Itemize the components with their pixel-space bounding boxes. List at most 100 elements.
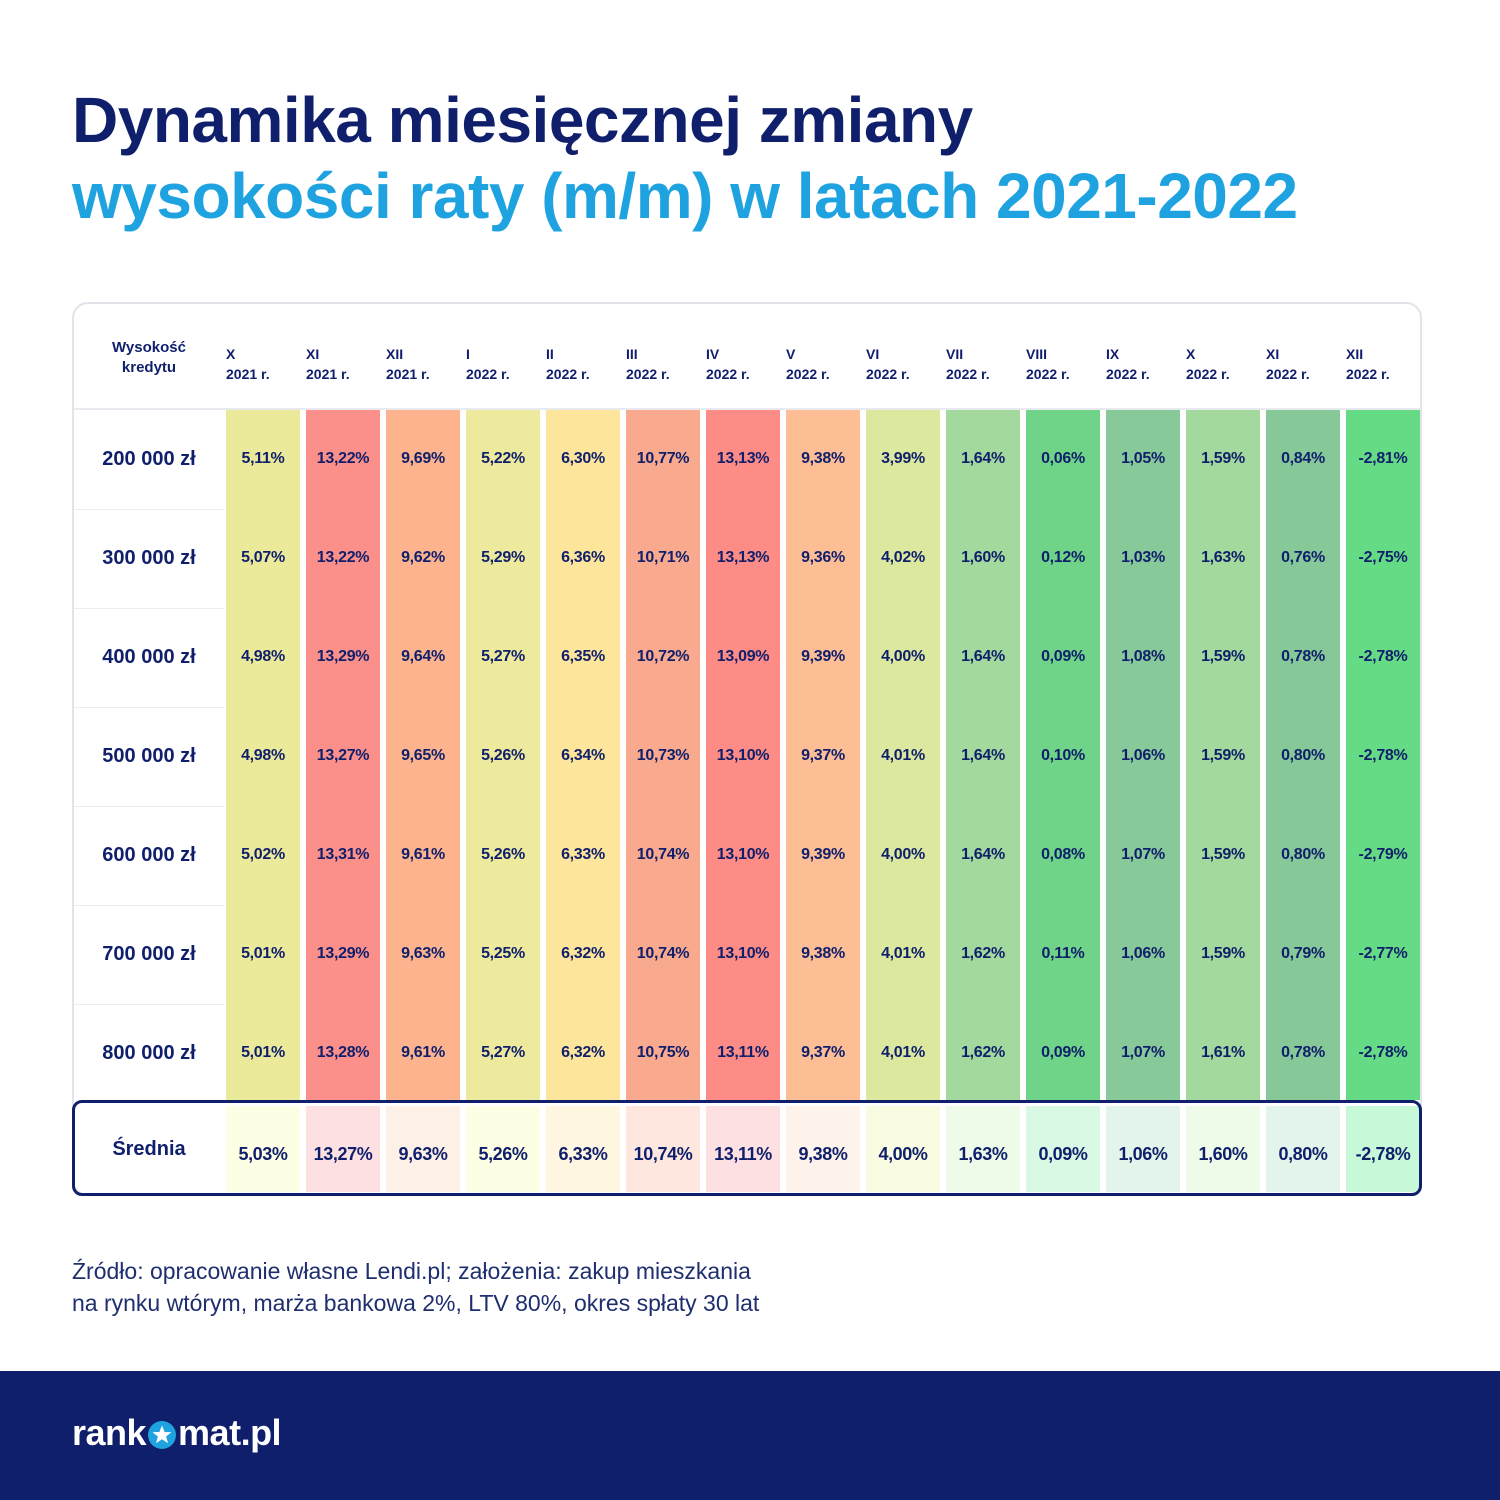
table-cell: 0,09% — [1041, 648, 1085, 665]
table-cell: 6,35% — [561, 648, 605, 665]
table-cell: 6,34% — [561, 747, 605, 764]
average-cell: 1,63% — [958, 1144, 1008, 1164]
column-heat-fill — [306, 410, 380, 1100]
row-label: 700 000 zł — [102, 943, 196, 965]
table-cell: 5,22% — [481, 450, 525, 467]
star-icon — [148, 1421, 177, 1449]
table-cell: 5,25% — [481, 945, 525, 962]
column-header-year: 2022 r. — [466, 366, 510, 382]
table-cell: 5,26% — [481, 747, 525, 764]
table-cell: 13,29% — [316, 648, 370, 665]
table-cell: 1,07% — [1121, 846, 1165, 863]
table-cell: 13,27% — [316, 747, 370, 764]
table-cell: 0,80% — [1281, 846, 1325, 863]
column-heat-fill — [546, 410, 620, 1100]
table-cell: 5,29% — [481, 549, 525, 566]
column-header: IX 2022 r. — [1106, 344, 1150, 384]
table-cell: 1,03% — [1121, 549, 1165, 566]
source-line-1: Źródło: opracowanie własne Lendi.pl; zał… — [72, 1258, 751, 1284]
column-heat-fill — [866, 410, 940, 1100]
row-label: 500 000 zł — [102, 745, 196, 767]
table-cell: 5,11% — [241, 450, 285, 467]
table-cell: 1,64% — [961, 846, 1005, 863]
average-cell: 6,33% — [558, 1144, 608, 1164]
table-cell: 4,02% — [881, 549, 925, 566]
table-cell: 1,61% — [1201, 1044, 1245, 1061]
data-table: Wysokość kredytu Średnia X 2021 r. XI 2021 … — [72, 302, 1422, 1196]
average-cell: 1,60% — [1198, 1144, 1248, 1164]
table-cell: 10,75% — [636, 1044, 690, 1061]
table-cell: 1,59% — [1201, 450, 1245, 467]
column-header: XII 2021 r. — [386, 344, 430, 384]
column-header-month: I — [466, 346, 470, 362]
row-label: 600 000 zł — [102, 844, 196, 866]
average-cell: 5,26% — [478, 1144, 528, 1164]
table-cell: 5,26% — [481, 846, 525, 863]
average-cell: 13,11% — [714, 1144, 772, 1164]
average-heat-fill — [1106, 1106, 1180, 1192]
table-cell: 9,62% — [401, 549, 445, 566]
column-header: VII 2022 r. — [946, 344, 990, 384]
table-cell: 13,29% — [316, 945, 370, 962]
average-cell: 9,38% — [798, 1144, 848, 1164]
table-cell: 5,01% — [241, 945, 285, 962]
table-cell: -2,78% — [1358, 648, 1408, 665]
column-header-year: 2022 r. — [626, 366, 670, 382]
title-line-2: wysokości raty (m/m) w latach 2021-2022 — [72, 160, 1298, 232]
average-cell: 5,03% — [238, 1144, 288, 1164]
average-cell: 13,27% — [313, 1144, 373, 1164]
column-header-month: XII — [386, 346, 404, 362]
table-cell: 10,71% — [636, 549, 690, 566]
logo[interactable]: rank mat.pl — [72, 1409, 282, 1457]
column-header-year: 2021 r. — [386, 366, 430, 382]
table-cell: 1,59% — [1201, 648, 1245, 665]
column-header: III 2022 r. — [626, 344, 670, 384]
page-title: Dynamika miesięcznej zmiany wysokości ra… — [72, 82, 1298, 234]
table-cell: 0,84% — [1281, 450, 1325, 467]
column-header-year: 2022 r. — [1106, 366, 1150, 382]
logo-text-end: mat.pl — [178, 1412, 282, 1453]
row-header-line-2: kredytu — [121, 359, 177, 376]
average-heat-fill — [306, 1106, 380, 1192]
row-divider — [74, 608, 224, 609]
average-heat-fill — [1026, 1106, 1100, 1192]
table-cell: 10,73% — [636, 747, 690, 764]
average-row-frame — [72, 1100, 1422, 1196]
table-cell: 13,09% — [716, 648, 770, 665]
row-label: 300 000 zł — [102, 547, 196, 569]
table-cell: 9,37% — [801, 747, 845, 764]
column-header-year: 2022 r. — [786, 366, 830, 382]
table-cell: 1,60% — [961, 549, 1005, 566]
table-cell: -2,75% — [1358, 549, 1408, 566]
column-header: I 2022 r. — [466, 344, 510, 384]
row-header-line-1: Wysokość — [112, 339, 186, 356]
column-header-year: 2021 r. — [306, 366, 350, 382]
column-header: XI 2021 r. — [306, 344, 350, 384]
table-cell: 0,08% — [1041, 846, 1085, 863]
table-cell: 5,27% — [481, 1044, 525, 1061]
row-label: 400 000 zł — [102, 646, 196, 668]
table-cell: 9,37% — [801, 1044, 845, 1061]
column-header-year: 2021 r. — [226, 366, 270, 382]
table-cell: 13,28% — [316, 1044, 370, 1061]
table-cell: 9,63% — [401, 945, 445, 962]
row-label: 200 000 zł — [102, 448, 196, 470]
table-cell: 4,98% — [241, 747, 285, 764]
average-cell: 0,80% — [1278, 1144, 1328, 1164]
table-cell: 9,61% — [401, 846, 445, 863]
table-cell: 9,39% — [801, 648, 845, 665]
column-header-month: III — [626, 346, 638, 362]
column-header-month: X — [226, 346, 236, 362]
table-cell: 9,38% — [801, 945, 845, 962]
table-cell: 5,27% — [481, 648, 525, 665]
row-divider — [74, 905, 224, 906]
table-cell: 1,05% — [1121, 450, 1165, 467]
column-header-month: XI — [306, 346, 320, 362]
column-header-year: 2022 r. — [1346, 366, 1390, 382]
average-heat-fill — [706, 1106, 780, 1192]
table-cell: -2,79% — [1358, 846, 1408, 863]
table-cell: 0,09% — [1041, 1044, 1085, 1061]
table-cell: 1,62% — [961, 1044, 1005, 1061]
average-heat-fill — [226, 1106, 300, 1192]
average-heat-fill — [786, 1106, 860, 1192]
